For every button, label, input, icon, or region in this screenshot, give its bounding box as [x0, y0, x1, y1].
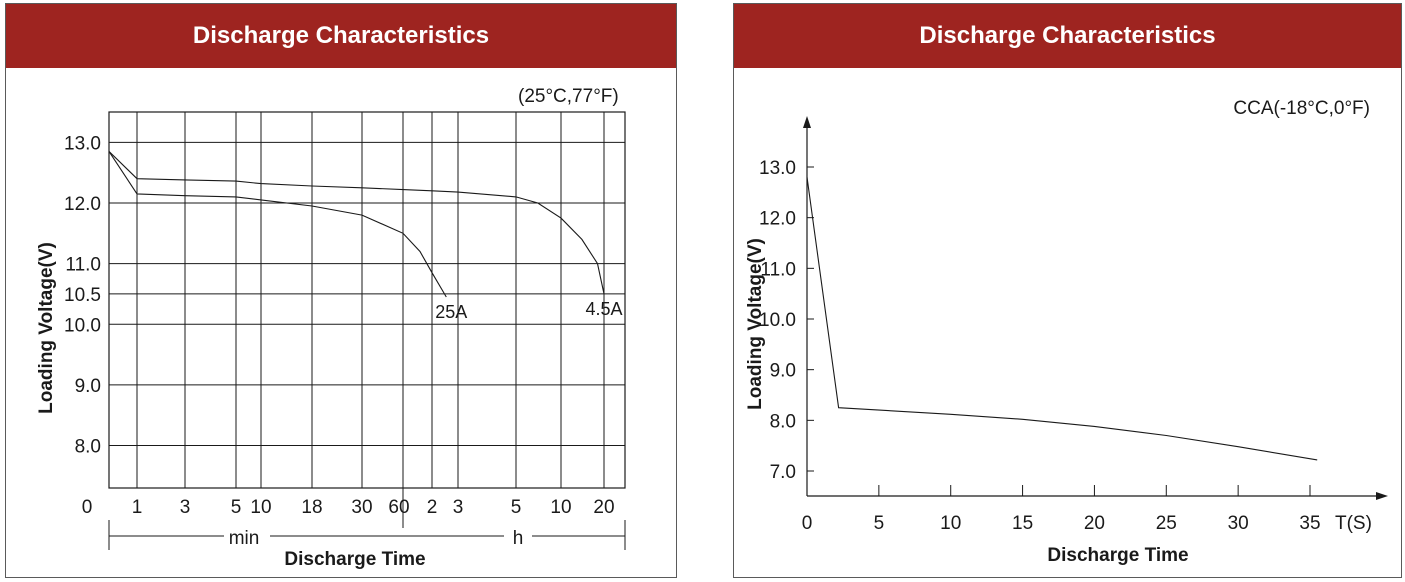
y-axis-arrow [803, 116, 811, 128]
x-tick-label: 2 [427, 497, 438, 518]
chart-panel-left: Discharge Characteristics (25°C,77°F) Lo… [5, 3, 677, 578]
y-tick-label: 13.0 [64, 133, 101, 154]
curve-label: 25A [435, 302, 467, 322]
x-tick-label: 60 [388, 497, 409, 518]
x-tick-label: 3 [180, 497, 191, 518]
discharge-curve-25a [108, 151, 447, 298]
y-axis-label: Loading Voltage(V) [745, 238, 766, 410]
x-axis-label: Discharge Time [284, 549, 425, 570]
chart-left-svg: (25°C,77°F) Loading Voltage(V) 0 min h D… [36, 86, 626, 570]
x-tick-label: 18 [301, 497, 322, 518]
cca-discharge-curve [806, 177, 1318, 461]
chart-panel-right: Discharge Characteristics CCA(-18°C,0°F)… [733, 3, 1402, 578]
x-tick-label: 30 [351, 497, 372, 518]
y-tick-label: 9.0 [75, 376, 101, 397]
x-tick-label: 35 [1299, 513, 1320, 534]
x-tick-label: 15 [1012, 513, 1033, 534]
x-axis-arrow [1376, 492, 1388, 500]
y-tick-label: 10.0 [64, 315, 101, 336]
y-tick-label: 10.5 [64, 285, 101, 306]
x-tick-label: 5 [874, 513, 885, 534]
x-origin-label: 0 [82, 497, 93, 518]
x-tick-label: 10 [250, 497, 271, 518]
x-tick-label: 10 [550, 497, 571, 518]
x-unit-min-label: min [229, 528, 260, 549]
x-unit-label: T(S) [1335, 513, 1372, 534]
x-tick-label: 25 [1156, 513, 1177, 534]
temperature-condition-label: (25°C,77°F) [518, 86, 619, 107]
y-tick-label: 8.0 [75, 437, 101, 458]
x-tick-label: 20 [1084, 513, 1105, 534]
chart-title-banner: Discharge Characteristics [6, 4, 676, 68]
x-tick-label: 3 [453, 497, 464, 518]
x-tick-label: 5 [231, 497, 242, 518]
x-tick-label: 30 [1228, 513, 1249, 534]
x-axis-label: Discharge Time [1047, 545, 1188, 566]
plot-frame [108, 111, 626, 489]
y-tick-label: 11.0 [760, 259, 796, 280]
x-unit-h-label: h [513, 528, 524, 549]
x-tick-label: 0 [802, 513, 813, 534]
y-tick-label: 8.0 [770, 411, 796, 432]
y-tick-label: 9.0 [770, 361, 796, 382]
y-tick-label: 12.0 [64, 194, 101, 215]
discharge-curve-4-5a [108, 151, 605, 295]
x-tick-label: 1 [132, 497, 143, 518]
x-tick-label: 10 [940, 513, 961, 534]
chart-title-banner: Discharge Characteristics [734, 4, 1401, 68]
chart-title: Discharge Characteristics [192, 22, 490, 49]
curve-label: 4.5A [585, 299, 622, 319]
x-tick-label: 20 [593, 497, 614, 518]
x-tick-label: 5 [511, 497, 522, 518]
chart-title: Discharge Characteristics [919, 22, 1216, 49]
y-tick-label: 12.0 [759, 209, 796, 230]
y-tick-label: 10.0 [759, 310, 796, 331]
y-axis-label: Loading Voltage(V) [36, 242, 57, 414]
y-tick-label: 7.0 [770, 462, 796, 483]
temperature-condition-label: CCA(-18°C,0°F) [1233, 98, 1370, 119]
chart-right-svg: CCA(-18°C,0°F) Loading Voltage(V) Discha… [745, 98, 1388, 566]
y-tick-label: 13.0 [759, 158, 796, 179]
y-tick-label: 11.0 [65, 255, 101, 276]
